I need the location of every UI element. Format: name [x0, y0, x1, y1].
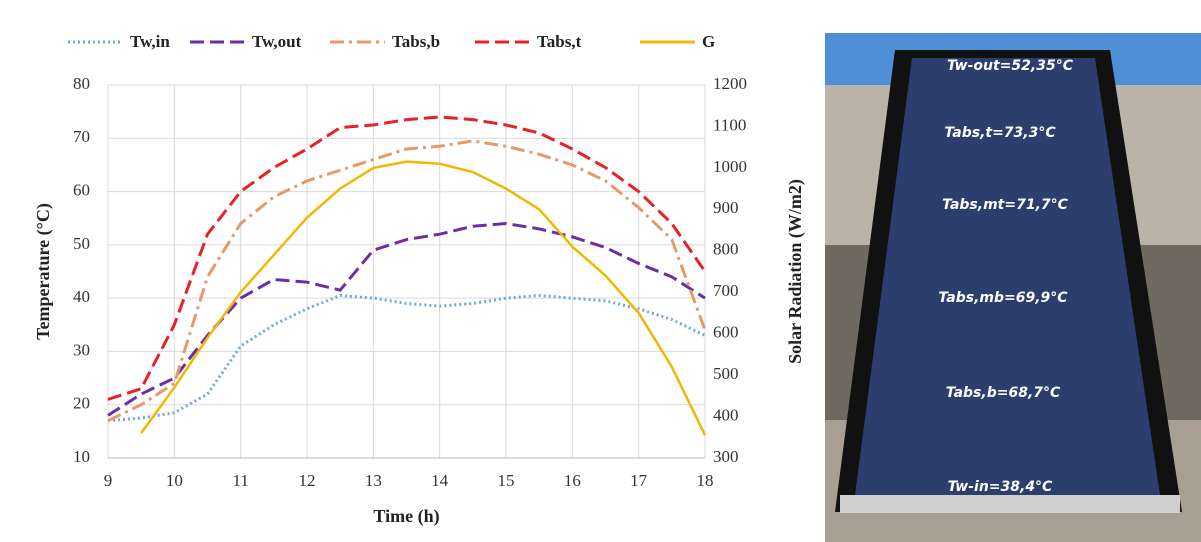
y2-axis-label: Solar Radiation (W/m2) [785, 179, 806, 364]
y2-tick-label: 500 [713, 364, 739, 383]
y-tick-label: 80 [73, 74, 90, 93]
y-axis-label: Temperature (°C) [33, 203, 54, 340]
x-tick-label: 10 [166, 471, 183, 490]
y-tick-label: 50 [73, 234, 90, 253]
y-tick-label: 70 [73, 127, 90, 146]
photo-label: Tabs,mt=71,7°C [942, 197, 1069, 213]
legend-label: Tabs,b [392, 32, 440, 51]
x-tick-label: 11 [232, 471, 248, 490]
series-line [107, 115, 707, 401]
photo-label: Tabs,mb=69,9°C [938, 290, 1068, 306]
x-tick-label: 18 [697, 471, 714, 490]
photo-label: Tabs,t=73,3°C [944, 125, 1056, 141]
series-line [140, 160, 707, 436]
y2-tick-label: 400 [713, 405, 739, 424]
legend-label: Tabs,t [537, 32, 582, 51]
x-tick-label: 15 [498, 471, 515, 490]
y2-tick-label: 1200 [713, 74, 747, 93]
x-tick-label: 17 [630, 471, 648, 490]
x-tick-label: 12 [299, 471, 316, 490]
y2-tick-label: 300 [713, 447, 739, 466]
photo-label: Tw-in=38,4°C [948, 479, 1053, 495]
legend-label: G [702, 32, 715, 51]
y-tick-label: 10 [73, 447, 90, 466]
photo-label: Tw-out=52,35°C [947, 58, 1074, 74]
series-line [107, 293, 706, 423]
series-line [107, 222, 706, 417]
series-line [107, 139, 707, 423]
panel-pipe [840, 495, 1180, 513]
y-tick-label: 30 [73, 340, 90, 359]
photo [825, 33, 1201, 542]
y-tick-label: 20 [73, 394, 90, 413]
panel-absorber [855, 58, 1160, 495]
y2-tick-label: 900 [713, 198, 739, 217]
legend-label: Tw,in [130, 32, 170, 51]
x-tick-label: 13 [365, 471, 382, 490]
x-tick-label: 14 [431, 471, 449, 490]
y-tick-label: 60 [73, 180, 90, 199]
x-tick-label: 9 [104, 471, 113, 490]
x-tick-label: 16 [564, 471, 581, 490]
x-axis-label: Time (h) [373, 506, 439, 527]
y2-tick-label: 800 [713, 240, 739, 259]
y2-tick-label: 1100 [713, 115, 746, 134]
y2-tick-label: 1000 [713, 157, 747, 176]
y2-tick-label: 600 [713, 323, 739, 342]
y2-tick-label: 700 [713, 281, 739, 300]
legend-label: Tw,out [252, 32, 302, 51]
y-tick-label: 40 [73, 287, 90, 306]
photo-label: Tabs,b=68,7°C [946, 385, 1061, 401]
